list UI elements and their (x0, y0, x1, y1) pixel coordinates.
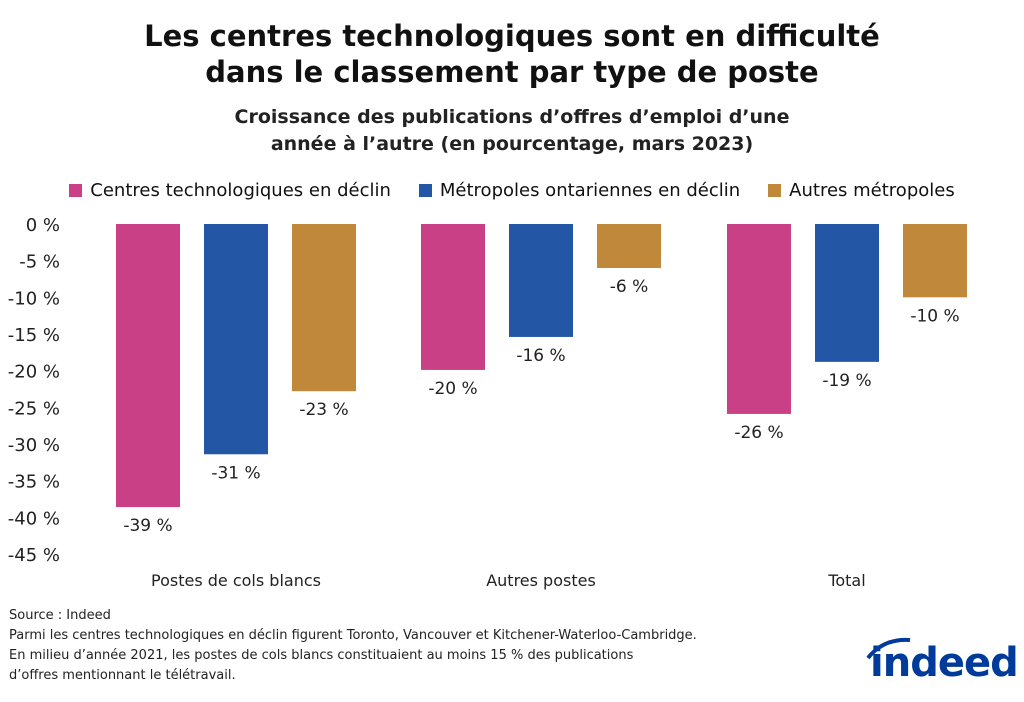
footnote-line: Parmi les centres technologiques en décl… (9, 628, 697, 643)
footnote-line: d’offres mentionnant le télétravail. (9, 668, 236, 683)
y-tick-label: -5 % (19, 252, 60, 273)
footnote-line: En milieu d’année 2021, les postes de co… (9, 648, 634, 663)
chart-title: Les centres technologiques sont en diffi… (0, 18, 1024, 90)
data-label: -20 % (428, 379, 477, 399)
data-label: -19 % (822, 371, 871, 391)
data-label: -6 % (610, 277, 649, 297)
legend-item: Métropoles ontariennes en déclin (418, 180, 741, 201)
data-label: -31 % (211, 463, 260, 483)
bar (727, 224, 791, 414)
bar (815, 224, 879, 362)
bar (903, 224, 967, 298)
title-line-2: dans le classement par type de poste (205, 55, 819, 89)
chart-subtitle: Croissance des publications d’offres d’e… (0, 104, 1024, 158)
y-tick-label: -35 % (8, 472, 60, 493)
y-tick-label: 0 % (26, 215, 60, 236)
legend-item: Autres métropoles (768, 180, 955, 201)
bar (597, 224, 661, 268)
y-tick-label: -15 % (8, 325, 60, 346)
legend-swatch (418, 184, 432, 197)
y-tick-label: -30 % (8, 435, 60, 456)
bar (116, 224, 180, 508)
y-tick-label: -25 % (8, 398, 60, 419)
legend-label: Centres technologiques en déclin (90, 180, 391, 201)
legend-label: Métropoles ontariennes en déclin (439, 180, 741, 201)
y-tick-label: -10 % (8, 288, 60, 309)
bar (421, 224, 485, 370)
logo-arc-icon (866, 637, 911, 660)
indeed-logo: indeed (866, 637, 1019, 686)
legend-label: Autres métropoles (789, 180, 955, 201)
y-tick-label: -45 % (8, 545, 60, 566)
y-tick-label: -20 % (8, 362, 60, 383)
logo-wordmark: indeed (870, 640, 1019, 686)
data-label: -39 % (123, 516, 172, 536)
bar (204, 224, 268, 455)
title-line-1: Les centres technologiques sont en diffi… (144, 19, 880, 53)
footnotes: Source : Indeed Parmi les centres techno… (9, 606, 697, 686)
legend-item: Centres technologiques en déclin (69, 180, 391, 201)
legend-swatch (69, 184, 83, 197)
data-label: -10 % (910, 306, 959, 326)
legend: Centres technologiques en déclin Métropo… (0, 180, 1024, 201)
x-tick-label: Total (827, 571, 865, 590)
y-tick-label: -40 % (8, 508, 60, 529)
subtitle-line-2: année à l’autre (en pourcentage, mars 20… (270, 133, 754, 155)
bar (292, 224, 356, 392)
data-label: -16 % (516, 346, 565, 366)
x-tick-label: Autres postes (486, 571, 596, 590)
bar (509, 224, 573, 337)
source-note: Source : Indeed (9, 608, 111, 623)
legend-swatch (768, 184, 782, 197)
subtitle-line-1: Croissance des publications d’offres d’e… (234, 106, 790, 128)
data-label: -23 % (299, 400, 348, 420)
data-label: -26 % (734, 423, 783, 443)
x-tick-label: Postes de cols blancs (151, 571, 321, 590)
